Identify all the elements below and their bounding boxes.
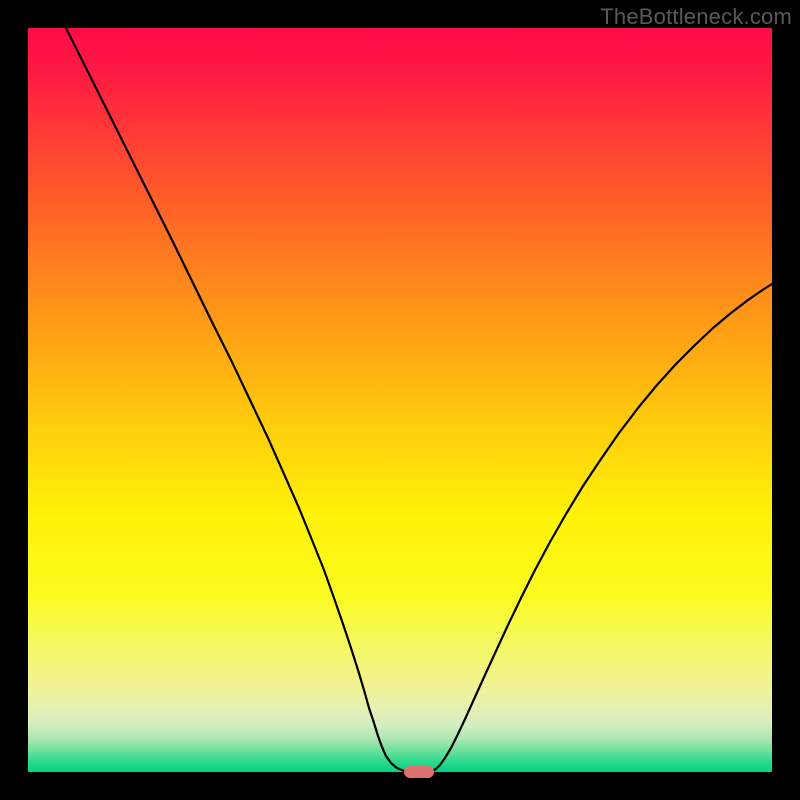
optimal-marker: [404, 766, 434, 778]
watermark-text: TheBottleneck.com: [600, 4, 792, 30]
plot-area: [28, 28, 772, 772]
chart-container: TheBottleneck.com: [0, 0, 800, 800]
bottleneck-chart: [0, 0, 800, 800]
